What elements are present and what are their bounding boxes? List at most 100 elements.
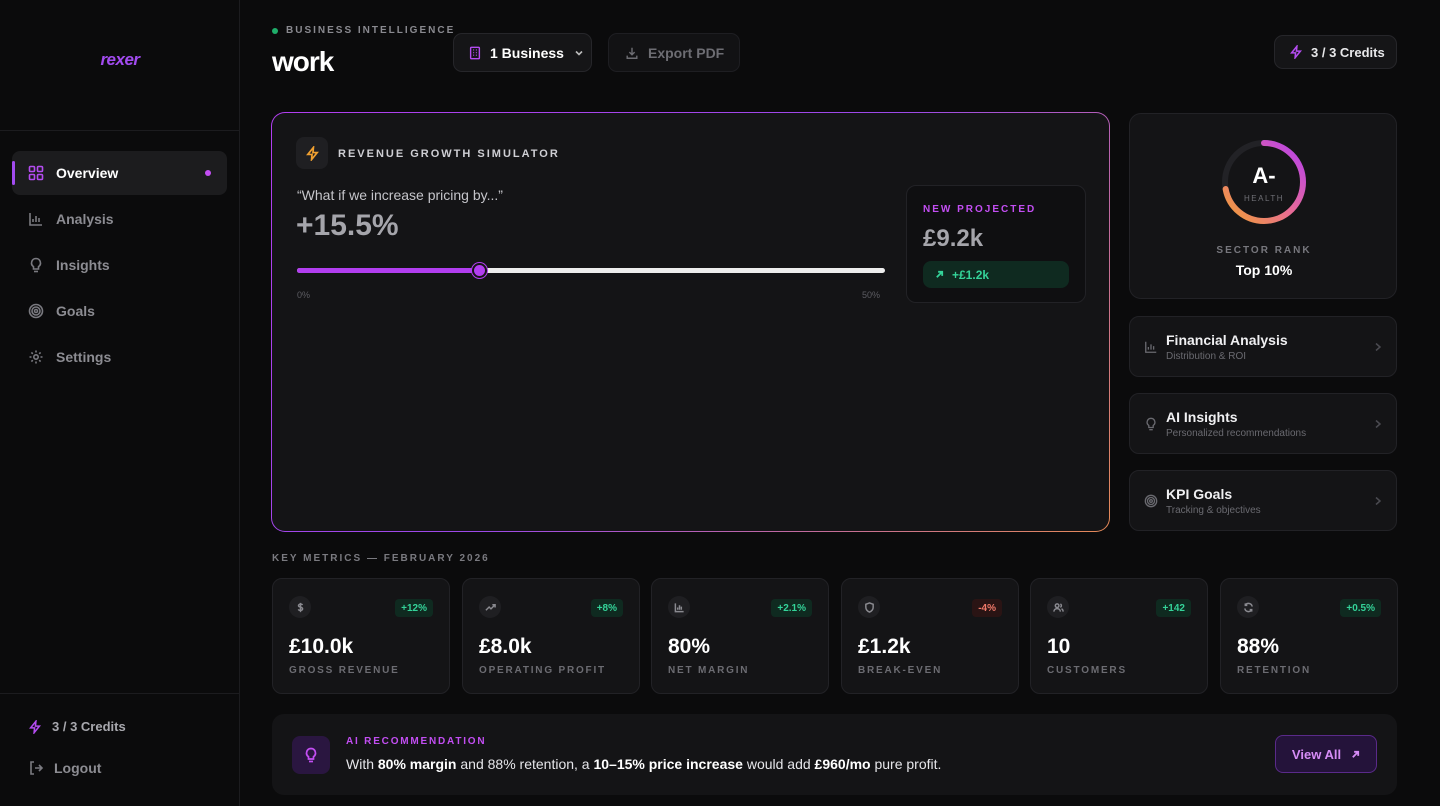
health-grade: A- <box>1252 163 1276 188</box>
sidebar-item-goals[interactable]: Goals <box>12 289 227 333</box>
health-label: HEALTH <box>1244 194 1284 203</box>
sidebar-credits[interactable]: 3 / 3 Credits <box>28 719 126 734</box>
metric-card-retention[interactable]: +0.5% 88% RETENTION <box>1220 578 1398 694</box>
sidebar: rexer Overview Analysis Insights Goals S… <box>0 0 240 806</box>
page-eyebrow: BUSINESS INTELLIGENCE <box>272 25 455 36</box>
users-icon <box>1052 602 1064 612</box>
bar-chart-icon <box>29 213 42 226</box>
projected-delta-badge: +£1.2k <box>923 261 1069 288</box>
logout-label: Logout <box>54 760 102 776</box>
metric-card-operating-profit[interactable]: +8% £8.0k OPERATING PROFIT <box>462 578 640 694</box>
metric-icon-badge <box>668 596 690 618</box>
download-icon <box>626 47 638 59</box>
health-card: A- HEALTH SECTOR RANK Top 10% <box>1129 113 1397 299</box>
metric-delta-badge: +12% <box>395 599 433 617</box>
metric-value: £8.0k <box>479 635 532 658</box>
metric-value: 80% <box>668 635 711 658</box>
simulator-title: REVENUE GROWTH SIMULATOR <box>338 148 560 160</box>
recommendation-icon-badge <box>292 736 330 774</box>
business-selector-label: 1 Business <box>490 44 564 61</box>
recommendation-label: AI RECOMMENDATION <box>346 736 487 747</box>
projected-delta: +£1.2k <box>952 267 990 282</box>
link-title: Financial Analysis <box>1166 332 1288 348</box>
metric-icon-badge <box>1237 596 1259 618</box>
refresh-icon <box>1243 602 1253 612</box>
logout-icon <box>30 761 44 775</box>
export-pdf-button[interactable]: Export PDF <box>608 33 740 72</box>
text-part: and 88% retention, a <box>456 756 594 772</box>
key-metrics-title: KEY METRICS — FEBRUARY 2026 <box>272 553 490 564</box>
business-selector-button[interactable]: 1 Business <box>453 33 592 72</box>
trending-up-icon <box>484 603 496 611</box>
bar-chart-icon <box>1145 341 1157 353</box>
arrow-up-right-icon <box>936 270 944 278</box>
credits-label: 3 / 3 Credits <box>1311 44 1385 60</box>
revenue-simulator-card: REVENUE GROWTH SIMULATOR “What if we inc… <box>271 112 1110 532</box>
chevron-right-icon <box>1375 342 1382 352</box>
highlight-profit: £960/mo <box>814 756 871 772</box>
link-subtitle: Distribution & ROI <box>1166 351 1247 362</box>
simulator-value: +15.5% <box>296 209 399 242</box>
target-icon <box>1144 494 1158 508</box>
metric-icon-badge <box>289 596 311 618</box>
status-dot <box>272 27 278 34</box>
metric-label: RETENTION <box>1237 665 1311 676</box>
divider <box>0 130 240 131</box>
building-icon <box>469 46 481 59</box>
sidebar-item-insights[interactable]: Insights <box>12 243 227 287</box>
credits-label: 3 / 3 Credits <box>52 719 126 734</box>
credits-pill[interactable]: 3 / 3 Credits <box>1274 35 1397 69</box>
divider <box>0 693 240 694</box>
lightning-icon <box>1289 45 1303 59</box>
sidebar-item-label: Overview <box>56 165 119 181</box>
metric-value: £10.0k <box>289 635 354 658</box>
pricing-slider[interactable] <box>297 263 885 278</box>
sidebar-item-settings[interactable]: Settings <box>12 335 227 379</box>
chevron-down-icon <box>575 50 583 56</box>
brand-logo[interactable]: rexer <box>100 50 140 69</box>
logout-button[interactable]: Logout <box>28 760 101 776</box>
sector-rank-label: SECTOR RANK <box>1216 245 1312 256</box>
projected-value: £9.2k <box>923 225 984 252</box>
metric-label: OPERATING PROFIT <box>479 665 606 676</box>
metric-card-net-margin[interactable]: +2.1% 80% NET MARGIN <box>651 578 829 694</box>
sidebar-item-label: Analysis <box>56 211 114 227</box>
slider-max-label: 50% <box>862 290 881 300</box>
recommendation-text: With 80% margin and 88% retention, a 10–… <box>346 756 941 772</box>
sidebar-item-overview[interactable]: Overview <box>12 151 227 195</box>
metric-card-customers[interactable]: +142 10 CUSTOMERS <box>1030 578 1208 694</box>
sidebar-nav: Overview Analysis Insights Goals Setting… <box>12 151 227 381</box>
metric-card-break-even[interactable]: -4% £1.2k BREAK-EVEN <box>841 578 1019 694</box>
kpi-goals-link[interactable]: KPI Goals Tracking & objectives <box>1129 470 1397 531</box>
chevron-right-icon <box>1375 496 1382 506</box>
metric-icon-badge <box>479 596 501 618</box>
sidebar-item-analysis[interactable]: Analysis <box>12 197 227 241</box>
lightbulb-icon <box>305 747 317 763</box>
view-all-label: View All <box>1291 746 1342 762</box>
page-title: work <box>272 46 334 77</box>
ai-insights-link[interactable]: AI Insights Personalized recommendations <box>1129 393 1397 454</box>
highlight-price-increase: 10–15% price increase <box>593 756 743 772</box>
metric-value: £1.2k <box>858 635 911 658</box>
metric-card-gross-revenue[interactable]: +12% £10.0k GROSS REVENUE <box>272 578 450 694</box>
view-all-button[interactable]: View All <box>1275 735 1377 773</box>
slider-thumb[interactable] <box>471 263 487 278</box>
text-part: pure profit. <box>870 756 942 772</box>
metric-icon-badge <box>1047 596 1069 618</box>
slider-min-label: 0% <box>297 290 311 300</box>
text-part: would add <box>742 756 815 772</box>
eyebrow-label: BUSINESS INTELLIGENCE <box>286 25 456 36</box>
sidebar-item-label: Settings <box>56 349 112 365</box>
financial-analysis-link[interactable]: Financial Analysis Distribution & ROI <box>1129 316 1397 377</box>
link-title: KPI Goals <box>1166 486 1233 502</box>
export-pdf-label: Export PDF <box>648 44 725 61</box>
bar-chart-icon <box>674 602 684 612</box>
slider-fill <box>297 268 480 273</box>
active-indicator-dot <box>205 170 211 176</box>
sidebar-item-label: Goals <box>56 303 95 319</box>
lightbulb-icon <box>1146 417 1156 431</box>
metric-label: BREAK-EVEN <box>858 665 943 676</box>
link-subtitle: Tracking & objectives <box>1166 505 1261 516</box>
metric-value: 88% <box>1237 635 1280 658</box>
lightning-icon <box>28 719 42 734</box>
